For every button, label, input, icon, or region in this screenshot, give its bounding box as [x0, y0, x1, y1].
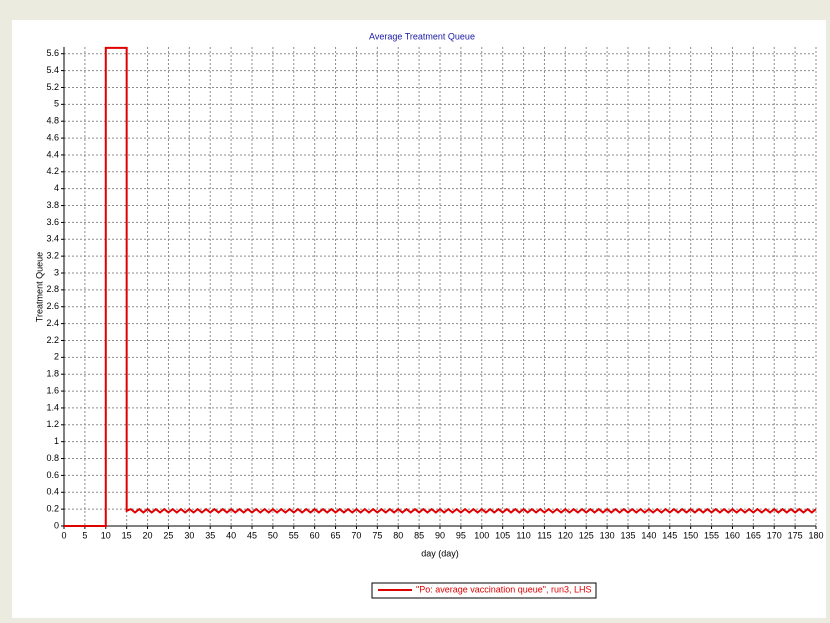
x-axis-label: day (day) — [421, 548, 459, 558]
x-tick-label: 165 — [746, 530, 761, 540]
x-tick-label: 170 — [767, 530, 782, 540]
legend-box — [371, 582, 597, 599]
y-tick-label: 0.6 — [46, 470, 59, 480]
x-tick-label: 130 — [600, 530, 615, 540]
x-tick-label: 150 — [683, 530, 698, 540]
x-tick-label: 105 — [495, 530, 510, 540]
series-line — [64, 46, 817, 527]
chart-title: Average Treatment Queue — [369, 31, 475, 41]
y-tick-label: 2.8 — [46, 284, 59, 294]
x-tick-label: 55 — [289, 530, 299, 540]
y-tick-label: 2.4 — [46, 318, 59, 328]
x-tick-label: 155 — [704, 530, 719, 540]
x-tick-label: 85 — [414, 530, 424, 540]
y-tick-label: 1.2 — [46, 419, 59, 429]
x-tick-label: 95 — [456, 530, 466, 540]
y-tick-label: 5.6 — [46, 48, 59, 58]
y-tick-label: 4.8 — [46, 116, 59, 126]
y-tick-label: 5 — [54, 99, 59, 109]
y-tick-label: 0 — [54, 520, 59, 530]
x-tick-label: 140 — [641, 530, 656, 540]
x-tick-label: 70 — [351, 530, 361, 540]
y-tick-label: 1.8 — [46, 369, 59, 379]
y-tick-label: 5.4 — [46, 65, 59, 75]
y-tick-label: 3.6 — [46, 217, 59, 227]
y-tick-label: 4.2 — [46, 166, 59, 176]
y-tick-label: 2 — [54, 352, 59, 362]
y-tick-label: 2.2 — [46, 335, 59, 345]
x-tick-label: 180 — [808, 530, 823, 540]
x-tick-label: 10 — [101, 530, 111, 540]
x-tick-label: 35 — [205, 530, 215, 540]
y-tick-label: 1 — [54, 436, 59, 446]
x-tick-label: 25 — [163, 530, 173, 540]
y-tick-label: 3 — [54, 267, 59, 277]
x-tick-label: 45 — [247, 530, 257, 540]
y-tick-label: 1.6 — [46, 385, 59, 395]
y-tick-label: 4.4 — [46, 149, 59, 159]
x-tick-label: 160 — [725, 530, 740, 540]
y-tick-label: 2.6 — [46, 301, 59, 311]
x-tick-label: 110 — [516, 530, 530, 540]
x-tick-label: 175 — [788, 530, 803, 540]
legend-label: "Po: average vaccination queue", run3, L… — [416, 584, 592, 594]
y-tick-label: 3.8 — [46, 200, 59, 210]
x-tick-label: 135 — [620, 530, 635, 540]
y-tick-label: 1.4 — [46, 402, 59, 412]
x-tick-label: 75 — [372, 530, 382, 540]
x-tick-label: 30 — [184, 530, 194, 540]
x-tick-label: 80 — [393, 530, 403, 540]
y-tick-label: 4.6 — [46, 132, 59, 142]
x-tick-label: 20 — [143, 530, 153, 540]
x-tick-label: 100 — [474, 530, 489, 540]
y-tick-label: 4 — [54, 183, 59, 193]
x-tick-label: 115 — [537, 530, 551, 540]
y-tick-label: 0.8 — [46, 453, 59, 463]
y-tick-label: 0.4 — [46, 487, 59, 497]
y-tick-label: 3.2 — [46, 251, 59, 261]
x-tick-label: 120 — [558, 530, 573, 540]
x-tick-label: 90 — [435, 530, 445, 540]
x-tick-label: 65 — [331, 530, 341, 540]
x-tick-label: 145 — [662, 530, 677, 540]
x-tick-label: 60 — [310, 530, 320, 540]
y-axis-label: Treatment Queue — [34, 252, 44, 322]
x-tick-label: 125 — [579, 530, 594, 540]
y-tick-label: 5.2 — [46, 82, 59, 92]
y-tick-label: 0.2 — [46, 504, 59, 514]
x-tick-label: 5 — [82, 530, 87, 540]
x-tick-label: 40 — [226, 530, 236, 540]
x-tick-label: 50 — [268, 530, 278, 540]
x-tick-label: 15 — [122, 530, 132, 540]
x-tick-label: 0 — [61, 530, 66, 540]
y-tick-label: 3.4 — [46, 234, 59, 244]
